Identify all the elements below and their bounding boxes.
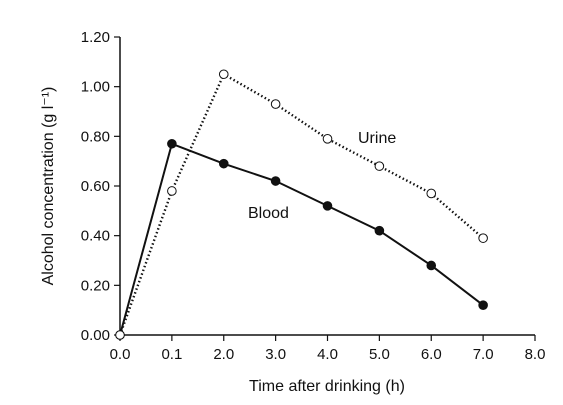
data-point-blood [374,225,385,236]
data-point-blood [218,158,229,169]
data-point-blood [270,176,281,186]
x-tick-label: 4.0 [317,346,338,363]
data-point-blood [426,260,437,271]
y-tick-label: 0.20 [81,277,110,294]
y-tick-label: 0.00 [81,327,110,344]
x-tick-label: 0.0 [110,346,131,363]
series-label-urine: Urine [358,130,396,147]
x-tick-label: 3.0 [265,346,286,363]
y-tick-label: 0.60 [81,178,110,195]
x-tick-label: 6.0 [421,346,442,363]
data-point-urine [167,186,177,196]
series-lines [118,72,484,336]
x-tick-label: 2.0 [213,346,234,363]
data-point-blood [167,138,177,149]
data-point-blood [322,201,333,211]
y-axis-title: Alcohol concentration (g l⁻¹) [40,87,57,286]
series-label-blood: Blood [248,205,289,222]
data-point-urine [218,69,229,80]
x-tick-label: 5.0 [369,346,390,363]
y-tick-label: 0.80 [81,128,110,145]
x-tick-label: 7.0 [473,346,494,363]
axes [119,37,535,336]
series-line-urine [118,72,484,336]
y-tick-label: 1.20 [81,29,110,46]
x-axis-title: Time after drinking (h) [249,378,405,395]
x-tick-label: 8.0 [525,346,546,363]
series-line-blood [119,142,484,336]
data-point-urine [322,134,333,144]
ticks: 0.0 0.1 2.0 3.0 4.0 5.0 6.0 7.0 8.0 0.00 0.20 0.40 0… [81,29,546,363]
data-point-urine [115,330,125,340]
y-tick-label: 0.40 [81,228,110,245]
data-point-urine [270,99,281,109]
data-point-urine [374,161,385,171]
series-markers [115,69,488,340]
data-point-urine [478,233,488,243]
y-tick-label: 1.00 [81,79,110,96]
data-point-blood [478,300,488,311]
data-point-urine [426,188,437,199]
x-tick-label: 0.1 [161,346,182,363]
